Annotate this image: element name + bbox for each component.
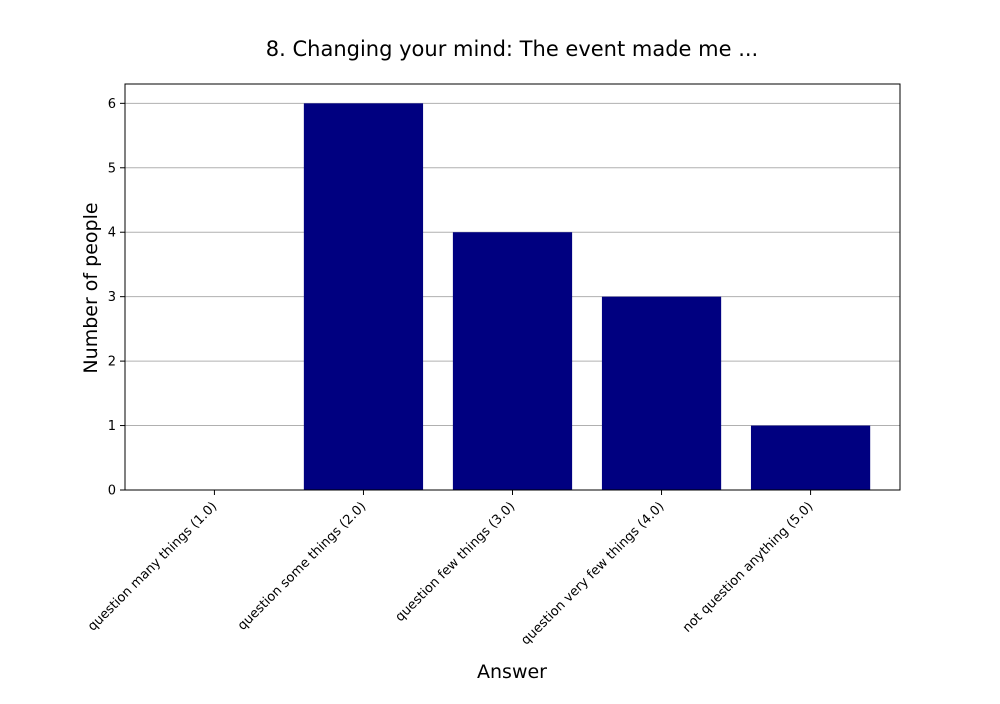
bar-4 [601,296,722,490]
x-tick-label: not question anything (5.0) [680,499,816,635]
bar-3 [452,232,573,490]
y-tick-label: 4 [108,226,116,241]
y-tick-label: 2 [108,355,116,370]
x-tick-label: question many things (1.0) [85,499,220,634]
y-tick-label: 3 [108,290,116,305]
x-tick-label: question some things (2.0) [235,499,369,633]
y-tick-label: 5 [108,161,116,176]
x-tick-label: question very few things (4.0) [518,499,667,648]
bar-5 [750,425,871,490]
x-axis-title: Answer [477,661,547,683]
x-tick-label: question few things (3.0) [393,499,519,625]
bars [303,103,871,490]
y-axis-ticks: 0 1 2 3 4 5 6 [108,97,125,499]
bar-2 [303,103,424,490]
y-tick-label: 0 [108,484,116,499]
y-tick-label: 6 [108,97,116,112]
x-axis-ticks: question many things (1.0) question some … [85,490,816,648]
chart-title: 8. Changing your mind: The event made me… [266,37,758,61]
y-tick-label: 1 [108,419,116,434]
y-axis-title: Number of people [80,202,102,373]
